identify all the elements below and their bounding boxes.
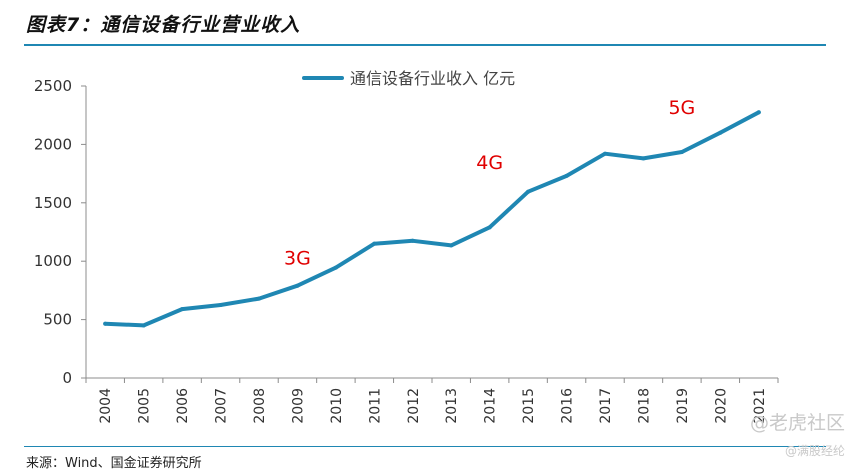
title-rule — [24, 44, 826, 46]
x-tick-label: 2014 — [483, 388, 499, 424]
x-tick-label: 2013 — [444, 388, 460, 424]
data-point — [103, 321, 108, 326]
x-tick-label: 2007 — [214, 388, 230, 424]
annotation-label: 3G — [284, 248, 311, 270]
x-tick-label: 2016 — [560, 388, 576, 424]
footer-rule — [24, 446, 826, 447]
x-tick-label: 2011 — [367, 388, 383, 424]
annotation-label: 5G — [668, 97, 695, 119]
x-tick-label: 2005 — [137, 388, 153, 424]
x-tick-label: 2006 — [175, 388, 191, 424]
annotation-label: 4G — [476, 152, 503, 174]
y-tick-label: 2500 — [34, 77, 72, 95]
watermark-brand: @老虎社区 — [749, 412, 845, 434]
x-tick-label: 2012 — [406, 388, 422, 424]
data-point — [180, 307, 185, 312]
x-tick-label: 2017 — [598, 388, 614, 424]
data-point — [218, 303, 223, 307]
data-point — [756, 110, 761, 115]
x-tick-label: 2009 — [290, 388, 306, 424]
x-tick-label: 2010 — [329, 388, 345, 424]
data-point — [603, 151, 607, 156]
series-line — [103, 110, 761, 328]
x-tick-label: 2004 — [98, 388, 114, 424]
data-point — [141, 323, 146, 328]
data-point — [487, 225, 492, 230]
y-tick-label: 0 — [62, 369, 72, 387]
data-point — [257, 296, 261, 301]
x-tick-label: 2015 — [521, 388, 537, 424]
y-tick-label: 500 — [43, 311, 72, 329]
data-point — [526, 189, 531, 194]
legend-label: 通信设备行业收入 亿元 — [350, 69, 515, 88]
data-point — [449, 243, 454, 248]
x-tick-label: 2019 — [675, 388, 691, 424]
x-tick-label: 2008 — [252, 388, 268, 424]
figure-title: 图表7：通信设备行业营业收入 — [26, 14, 301, 36]
x-tick-label: 2018 — [636, 388, 652, 424]
data-point — [641, 156, 646, 161]
data-point — [333, 265, 338, 270]
data-point — [679, 149, 684, 154]
data-point — [564, 173, 569, 178]
data-point — [410, 238, 415, 243]
y-tick-label: 1000 — [34, 252, 72, 270]
watermark-handle: @满股经纶 — [784, 444, 845, 458]
y-tick-label: 2000 — [34, 135, 72, 153]
x-tick-label: 2021 — [752, 388, 768, 424]
x-tick-label: 2020 — [713, 388, 729, 424]
data-point — [718, 130, 723, 135]
y-tick-label: 1500 — [34, 194, 72, 212]
source-note: 来源：Wind、国金证券研究所 — [26, 456, 202, 471]
data-point — [372, 241, 377, 246]
data-point — [295, 283, 300, 288]
